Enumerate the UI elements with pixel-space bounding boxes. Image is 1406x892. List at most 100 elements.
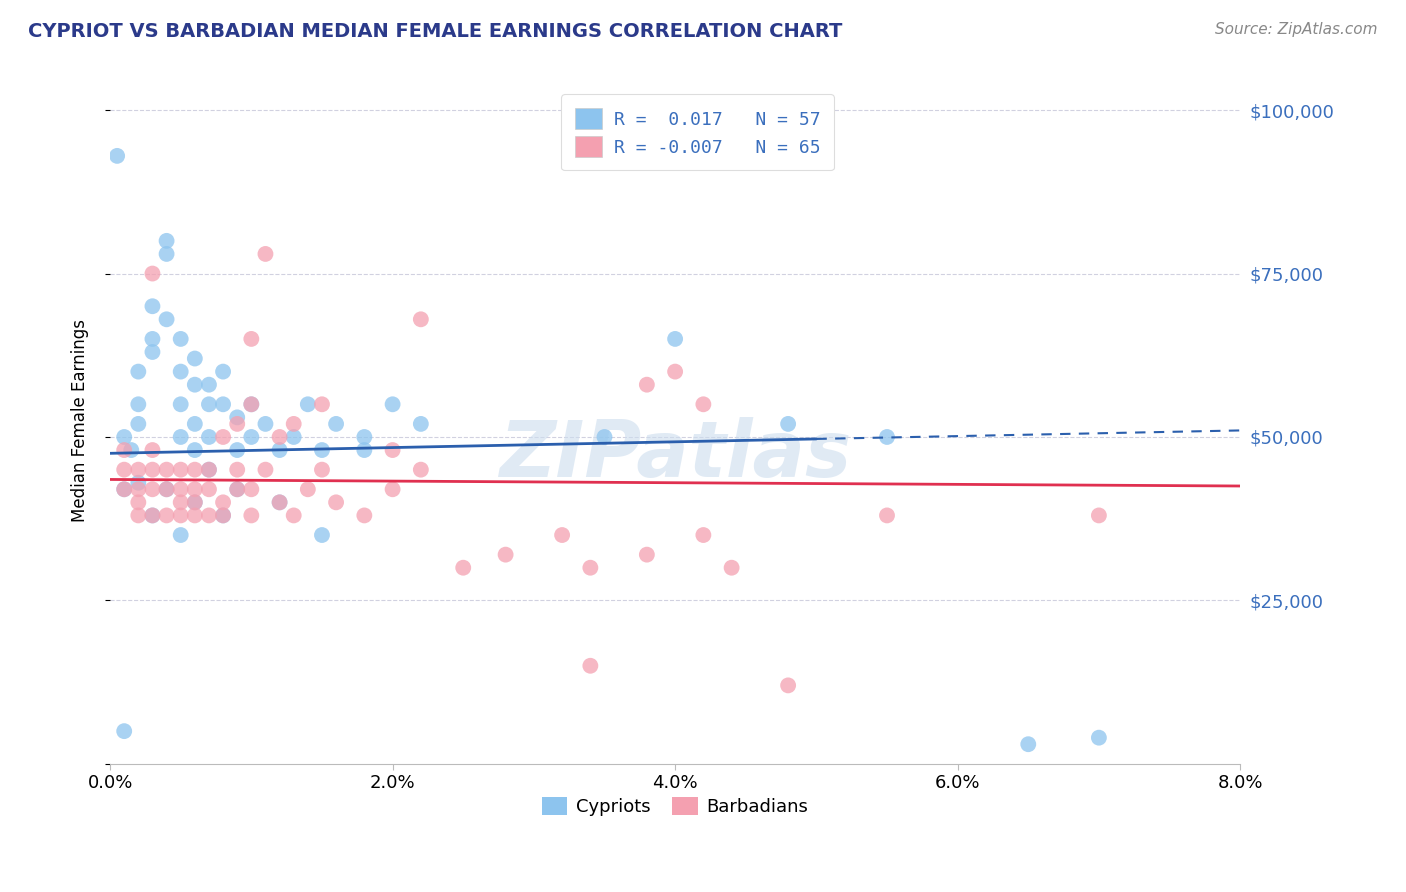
Point xyxy=(184,495,207,509)
Point xyxy=(226,410,249,425)
Point xyxy=(198,463,221,477)
Point xyxy=(198,397,221,411)
Point xyxy=(127,495,149,509)
Point xyxy=(141,299,163,313)
Point xyxy=(155,483,177,497)
Point xyxy=(1017,737,1039,751)
Point xyxy=(226,483,249,497)
Point xyxy=(198,508,221,523)
Point xyxy=(127,417,149,431)
Point xyxy=(593,430,616,444)
Point xyxy=(184,483,207,497)
Point xyxy=(170,430,193,444)
Point xyxy=(170,463,193,477)
Point xyxy=(876,430,898,444)
Text: Source: ZipAtlas.com: Source: ZipAtlas.com xyxy=(1215,22,1378,37)
Point xyxy=(198,377,221,392)
Point xyxy=(579,560,602,574)
Point xyxy=(212,508,235,523)
Point xyxy=(112,443,135,458)
Point xyxy=(240,483,263,497)
Point xyxy=(226,417,249,431)
Point xyxy=(353,443,375,458)
Point xyxy=(269,495,291,509)
Point xyxy=(184,495,207,509)
Point xyxy=(240,332,263,346)
Point xyxy=(141,508,163,523)
Point xyxy=(240,397,263,411)
Point xyxy=(551,528,574,542)
Point xyxy=(325,417,347,431)
Text: CYPRIOT VS BARBADIAN MEDIAN FEMALE EARNINGS CORRELATION CHART: CYPRIOT VS BARBADIAN MEDIAN FEMALE EARNI… xyxy=(28,22,842,41)
Point xyxy=(170,508,193,523)
Point xyxy=(141,345,163,359)
Point xyxy=(353,430,375,444)
Point xyxy=(127,483,149,497)
Point xyxy=(127,475,149,490)
Point xyxy=(184,463,207,477)
Point xyxy=(170,397,193,411)
Point xyxy=(212,508,235,523)
Point xyxy=(269,443,291,458)
Point xyxy=(1088,731,1111,745)
Point xyxy=(212,365,235,379)
Point xyxy=(1088,508,1111,523)
Point xyxy=(353,508,375,523)
Legend: Cypriots, Barbadians: Cypriots, Barbadians xyxy=(534,789,815,823)
Point xyxy=(297,397,319,411)
Point xyxy=(112,463,135,477)
Point xyxy=(297,483,319,497)
Point xyxy=(155,247,177,261)
Point xyxy=(325,495,347,509)
Point xyxy=(155,463,177,477)
Point xyxy=(141,508,163,523)
Point xyxy=(127,365,149,379)
Point xyxy=(311,397,333,411)
Point xyxy=(495,548,517,562)
Point xyxy=(170,495,193,509)
Point xyxy=(127,463,149,477)
Point xyxy=(381,397,404,411)
Point xyxy=(170,528,193,542)
Point xyxy=(311,528,333,542)
Point xyxy=(283,430,305,444)
Point xyxy=(381,443,404,458)
Point xyxy=(226,463,249,477)
Point xyxy=(141,463,163,477)
Point xyxy=(692,397,714,411)
Point xyxy=(112,483,135,497)
Point xyxy=(311,463,333,477)
Point xyxy=(579,658,602,673)
Point xyxy=(184,417,207,431)
Point xyxy=(184,351,207,366)
Point xyxy=(141,483,163,497)
Point xyxy=(283,417,305,431)
Point xyxy=(212,430,235,444)
Point xyxy=(778,678,800,692)
Point xyxy=(141,443,163,458)
Text: ZIPatlas: ZIPatlas xyxy=(499,417,851,493)
Point xyxy=(254,417,277,431)
Point xyxy=(120,443,142,458)
Point xyxy=(778,417,800,431)
Point xyxy=(127,508,149,523)
Point xyxy=(212,397,235,411)
Point xyxy=(240,508,263,523)
Point xyxy=(381,483,404,497)
Point xyxy=(198,463,221,477)
Point xyxy=(212,495,235,509)
Point xyxy=(240,397,263,411)
Point xyxy=(112,724,135,739)
Point xyxy=(451,560,474,574)
Point xyxy=(141,267,163,281)
Point xyxy=(184,508,207,523)
Point xyxy=(254,247,277,261)
Point xyxy=(636,377,658,392)
Point xyxy=(170,483,193,497)
Point xyxy=(170,365,193,379)
Point xyxy=(269,495,291,509)
Point xyxy=(269,430,291,444)
Point xyxy=(311,443,333,458)
Point xyxy=(254,463,277,477)
Point xyxy=(409,463,432,477)
